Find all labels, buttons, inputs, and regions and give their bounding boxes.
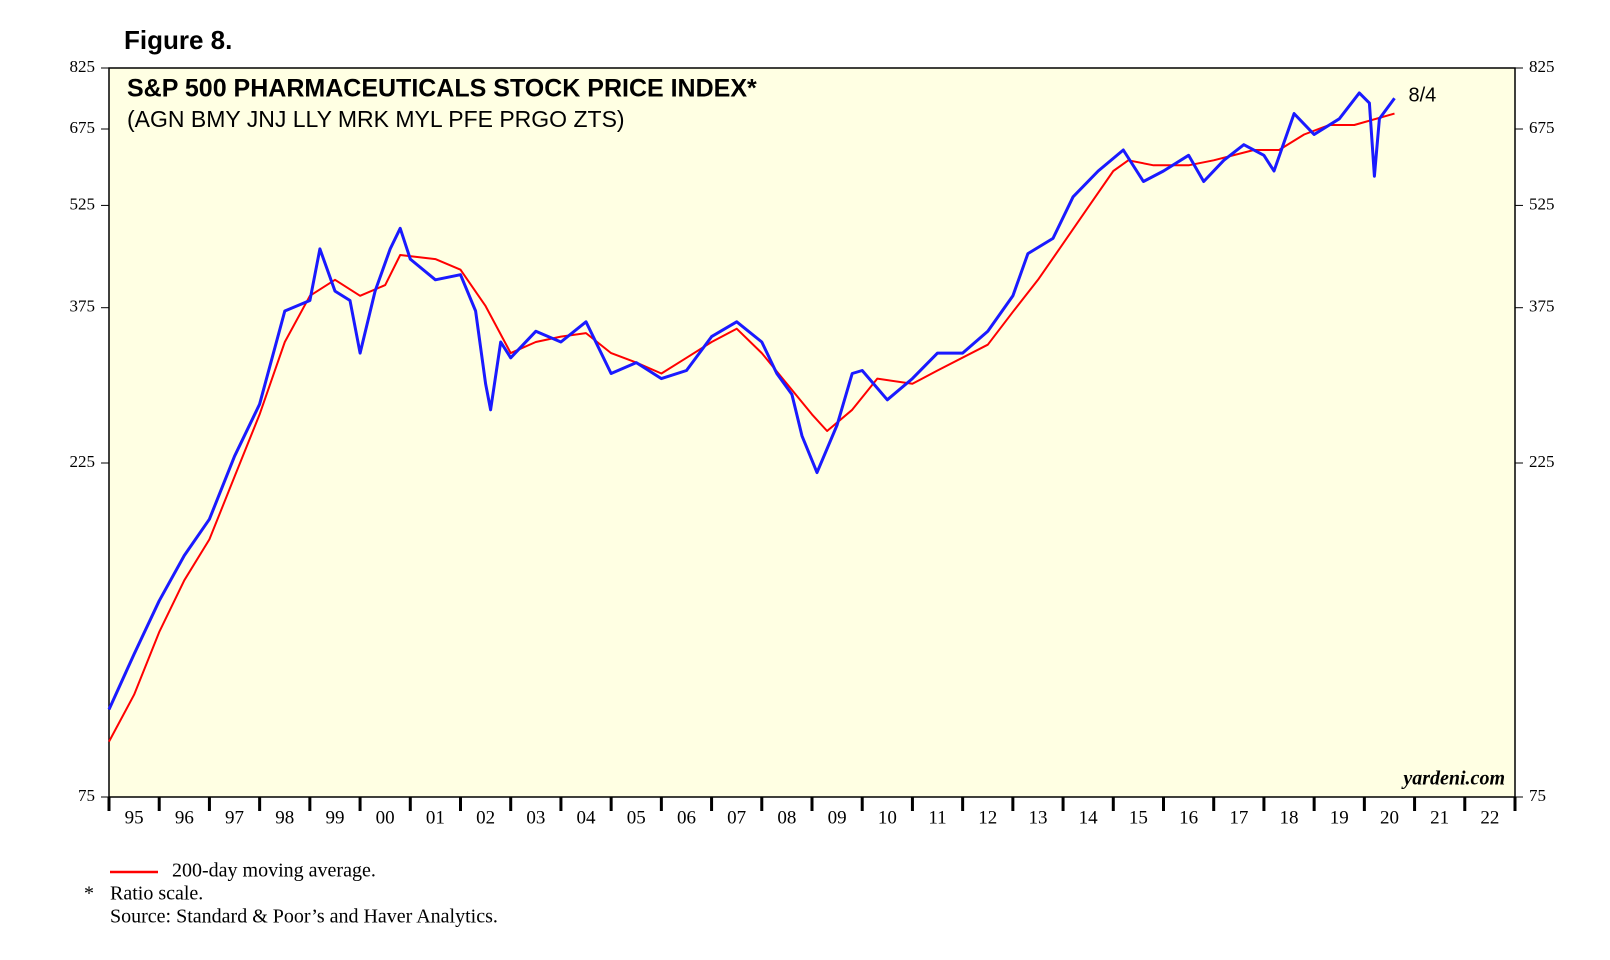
y-tick-label: 525	[70, 194, 96, 213]
x-tick-label: 10	[878, 807, 897, 828]
x-tick-label: 97	[225, 807, 244, 828]
x-tick-label: 98	[275, 807, 294, 828]
x-tick-label: 17	[1229, 807, 1248, 828]
chart-title: S&P 500 PHARMACEUTICALS STOCK PRICE INDE…	[127, 75, 757, 103]
x-tick-label: 20	[1380, 807, 1399, 828]
x-tick-label: 22	[1480, 807, 1499, 828]
y-tick-label-right: 225	[1529, 452, 1555, 471]
x-tick-label: 15	[1129, 807, 1148, 828]
plot-area	[108, 67, 1516, 798]
y-tick-label: 75	[78, 786, 95, 805]
y-tick-label-right: 375	[1529, 297, 1555, 316]
x-tick-label: 06	[677, 807, 696, 828]
x-tick-label: 09	[828, 807, 847, 828]
x-tick-label: 99	[325, 807, 344, 828]
x-tick-label: 02	[476, 807, 495, 828]
x-tick-label: 03	[526, 807, 545, 828]
y-tick-label: 675	[70, 118, 96, 137]
x-tick-label: 14	[1079, 807, 1099, 828]
legend-label: 200-day moving average.	[172, 860, 376, 882]
end-label: 8/4	[1408, 84, 1436, 106]
y-tick-label-right: 525	[1529, 194, 1555, 213]
footnote: Ratio scale.	[110, 883, 203, 905]
y-tick-label-right: 825	[1529, 57, 1555, 76]
x-tick-label: 16	[1179, 807, 1198, 828]
x-tick-label: 95	[125, 807, 144, 828]
x-tick-label: 08	[777, 807, 796, 828]
y-tick-label: 375	[70, 297, 96, 316]
x-tick-label: 00	[376, 807, 395, 828]
x-tick-label: 21	[1430, 807, 1449, 828]
x-tick-label: 18	[1280, 807, 1299, 828]
x-tick-label: 04	[577, 807, 597, 828]
x-tick-label: 07	[727, 807, 746, 828]
y-tick-label: 225	[70, 452, 96, 471]
series-line	[108, 112, 1395, 743]
y-tick-label-right: 675	[1529, 118, 1555, 137]
watermark: yardeni.com	[1401, 768, 1505, 790]
x-tick-label: 05	[627, 807, 646, 828]
x-tick-label: 13	[1028, 807, 1047, 828]
y-tick-label: 825	[70, 57, 96, 76]
x-tick-label: 11	[928, 807, 946, 828]
footnote-marker: *	[84, 883, 94, 905]
x-tick-label: 12	[978, 807, 997, 828]
y-tick-label-right: 75	[1529, 786, 1546, 805]
x-tick-label: 01	[426, 807, 445, 828]
x-tick-label: 96	[175, 807, 194, 828]
source: Source: Standard & Poor’s and Haver Anal…	[110, 906, 498, 928]
chart-subtitle: (AGN BMY JNJ LLY MRK MYL PFE PRGO ZTS)	[127, 106, 625, 132]
figure-label: Figure 8.	[124, 25, 232, 55]
series-line	[107, 91, 1396, 711]
x-tick-label: 19	[1330, 807, 1349, 828]
